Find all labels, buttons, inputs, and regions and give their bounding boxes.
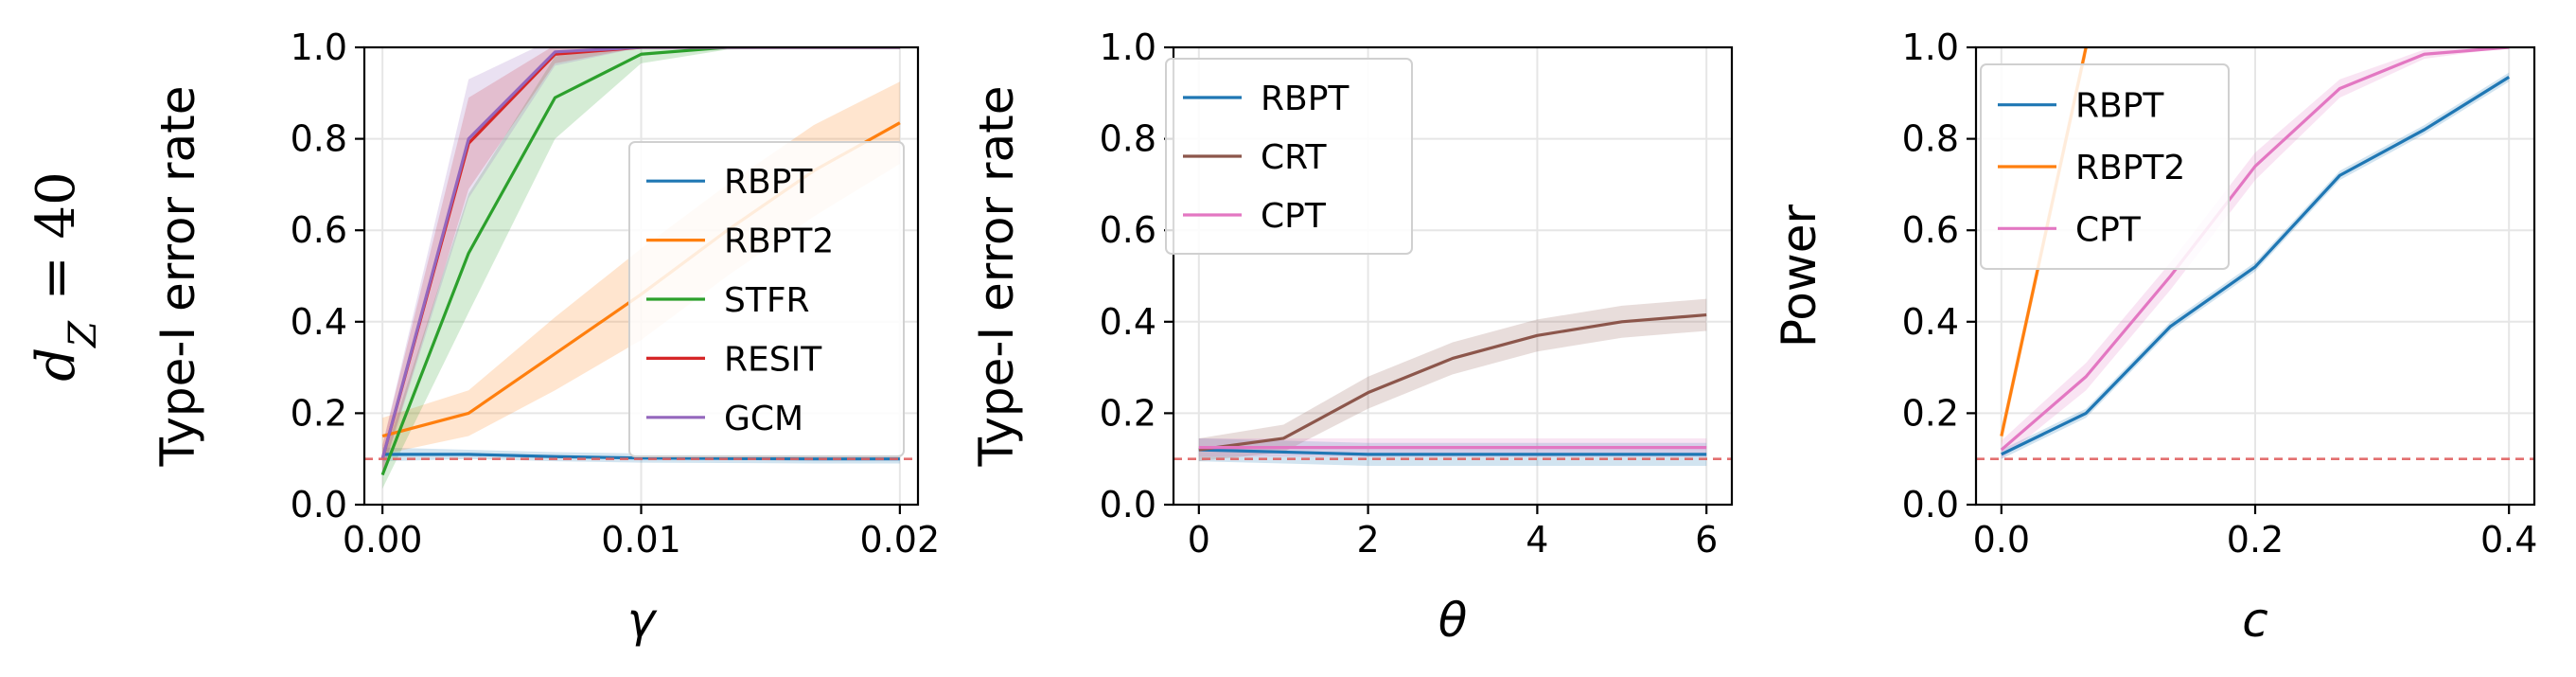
x-tick-label: 4	[1526, 519, 1548, 561]
legend-label-rbpt2: RBPT2	[724, 223, 834, 261]
legend-box	[1980, 63, 2230, 270]
row-label: dZ = 40	[26, 171, 105, 381]
y-tick-label: 1.0	[1902, 27, 1959, 68]
y-axis-label: Type-I error rate	[969, 85, 1024, 467]
x-axis-label: θ	[1438, 593, 1468, 648]
axes-frame	[1172, 45, 1734, 507]
legend-label-gcm: GCM	[724, 400, 803, 438]
band-stfr	[382, 47, 900, 490]
ticks: 0 2 4 6 0.0 0.2 0.4 0.6 0.8 1.0	[1100, 27, 1719, 561]
y-tick-label: 0.6	[1902, 209, 1959, 251]
panel-c: 0.0 0.2 0.40.00.20.40.60.81.0cPowerRBPTRBP…	[1772, 27, 2537, 648]
legend-label-rbpt2: RBPT2	[2075, 149, 2185, 187]
legend-box	[628, 141, 905, 457]
ticks: 0.00 0.01 0.02 0.0 0.2 0.4 0.6 0.8 1.0	[291, 27, 941, 561]
y-tick-label: 1.0	[291, 27, 347, 68]
x-axis-label: c	[2242, 593, 2268, 648]
legend-box	[1165, 58, 1413, 255]
x-tick-label: 0	[1188, 519, 1210, 561]
series-line-cpt	[2000, 47, 2510, 452]
legend-label-rbpt: RBPT	[724, 163, 813, 202]
series-line-gcm	[380, 47, 900, 460]
y-tick-label: 1.0	[1100, 27, 1156, 68]
ticks: 0.0 0.2 0.4 0.0 0.2 0.4 0.6 0.8 1.0	[1902, 27, 2538, 561]
y-tick-label: 0.4	[1100, 301, 1156, 343]
legend-label-stfr: STFR	[724, 281, 810, 320]
y-axis-label: Type-I error rate	[150, 85, 205, 467]
x-tick-label: 0.2	[2227, 519, 2284, 561]
panel-theta: 0 2 4 6 0.0 0.2 0.4 0.6 0.8 1.0 θ Type-I error rate…	[969, 27, 1734, 648]
row-label-text: dZ = 40	[26, 171, 105, 381]
legend: RBPT CRT CPT	[1165, 58, 1413, 255]
y-tick-label: 0.8	[291, 118, 347, 160]
x-tick-label: 6	[1695, 519, 1718, 561]
y-tick-label: 0.2	[1902, 392, 1959, 434]
x-tick-label: 0.01	[601, 519, 681, 561]
band-cpt	[2001, 47, 2510, 459]
x-axis-label: γ	[627, 593, 658, 648]
legend-label-rbpt: RBPT	[2075, 87, 2164, 126]
legend-label-rbpt: RBPT	[1261, 80, 1350, 118]
x-tick-label: 0.00	[343, 519, 423, 561]
y-tick-label: 0.6	[291, 209, 347, 251]
series-line-rbpt	[1198, 448, 1707, 456]
y-tick-label: 0.8	[1100, 118, 1156, 160]
panel-gamma: 0.00 0.01 0.02 0.0 0.2 0.4 0.6 0.8 1.0 γ Type-I er…	[150, 27, 940, 648]
plot-area	[1198, 298, 1707, 466]
y-tick-label: 0.0	[1902, 484, 1959, 526]
y-axis-label: Power	[1772, 204, 1826, 347]
series-line-stfr	[380, 47, 900, 476]
y-tick-label: 0.2	[291, 392, 347, 434]
band-rbpt	[1198, 437, 1707, 466]
y-tick-label: 0.2	[1100, 392, 1156, 434]
x-tick-label: 0.0	[1973, 519, 2030, 561]
series-line-crt	[1198, 312, 1707, 452]
legend-label-crt: CRT	[1261, 138, 1328, 177]
legend-label-cpt: CPT	[2075, 210, 2142, 249]
y-tick-label: 0.6	[1100, 209, 1156, 251]
y-tick-label: 0.0	[1100, 484, 1156, 526]
legend: RBPT RBPT2 STFR RESIT GCM	[628, 141, 905, 457]
series-line-rbpt	[2001, 76, 2511, 456]
x-tick-label: 2	[1357, 519, 1380, 561]
x-tick-label: 0.02	[860, 519, 941, 561]
legend: RBPT RBPT2 CPT	[1980, 63, 2230, 270]
y-tick-label: 0.4	[1902, 301, 1959, 343]
band-crt	[1198, 298, 1707, 462]
x-tick-label: 0.4	[2480, 519, 2537, 561]
y-tick-label: 0.4	[291, 301, 347, 343]
legend-label-resit: RESIT	[724, 340, 822, 379]
legend-label-cpt: CPT	[1261, 197, 1327, 236]
y-tick-label: 0.8	[1902, 118, 1959, 160]
y-tick-label: 0.0	[291, 484, 347, 526]
